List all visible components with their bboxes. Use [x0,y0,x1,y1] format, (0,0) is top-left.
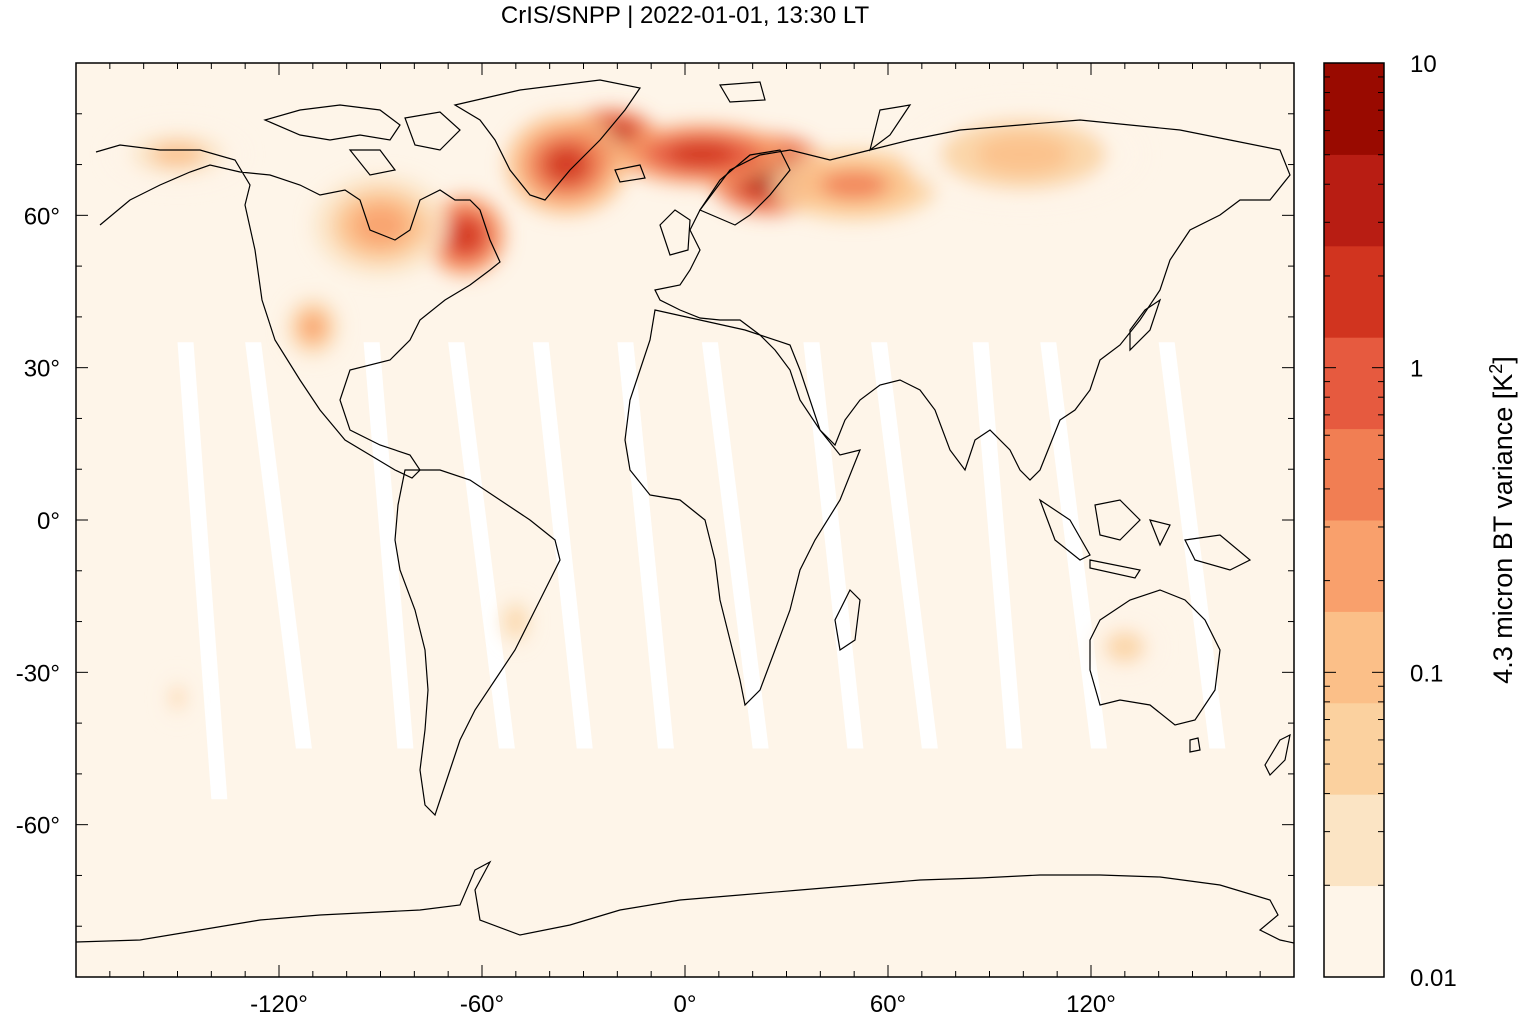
coastline-antarctica [76,860,1294,944]
data-gap-swath [177,342,228,800]
coastline-iceland [614,164,646,183]
anomaly-blob [302,314,324,340]
colorbar-band [1324,794,1384,887]
coastline-scandinavia [699,149,791,226]
map-tick-marks [76,63,1294,977]
y-tick-label: 0° [37,508,60,535]
y-tick-label: 60° [24,203,60,230]
anomaly-layer [109,103,1161,720]
colorbar-tick-label: 0.1 [1410,660,1443,687]
coastline-arctic-islands [263,104,461,176]
y-tick-label: -60° [16,813,60,840]
chart-title: CrIS/SNPP | 2022-01-01, 13:30 LT [500,2,870,29]
map-background [76,63,1294,977]
coastline-new-zealand [1264,733,1291,777]
x-tick-label: -60° [460,991,504,1018]
coastline-japan [1129,298,1162,352]
anomaly-blob [170,685,185,710]
data-gap-swath [701,342,769,749]
data-gap-swath [532,342,593,749]
colorbar-tick-marks [1324,76,1384,978]
coastline-south-america [394,469,561,817]
colorbar [1324,63,1384,978]
anomaly-blob [975,134,1071,175]
map-tick-labels: -120° -60° 0° 60° 120° 60° 30° 0° -30° -60° [16,203,1116,1018]
anomaly-blob [353,205,408,246]
colorbar-band [1324,520,1384,612]
coastline-eurasia [654,119,1291,481]
coastline-australia [1089,589,1221,726]
colorbar-tick-labels: 10 1 0.1 0.01 [1410,51,1457,992]
x-tick-label: 120° [1066,991,1116,1018]
colorbar-band [1324,885,1384,978]
y-tick-label: 30° [24,356,60,383]
coastline-africa [624,309,861,707]
data-gap-swath [803,342,864,749]
coastline-tasmania [1189,737,1201,753]
coastline-british-isles [659,209,691,256]
data-gap-swath [245,342,312,749]
coastlines [76,79,1294,944]
coastline-north-america [95,144,501,479]
colorbar-tick-label: 1 [1410,356,1423,383]
map-plot [76,63,1294,977]
data-gap-swath [448,342,515,749]
anomaly-blob [668,142,736,167]
data-gap-swath [871,342,938,749]
colorbar-band [1324,245,1384,338]
colorbar-frame [1323,62,1385,978]
anomaly-blob [1104,630,1146,664]
colorbar-band [1324,63,1384,155]
x-tick-label: 0° [674,991,697,1018]
colorbar-tick-label: 0.01 [1410,965,1457,992]
coastline-greenland [453,79,642,201]
coastline-madagascar [834,588,861,652]
colorbar-tick-label: 10 [1410,51,1437,78]
x-tick-label: 60° [870,991,906,1018]
anomaly-blob [150,142,205,167]
y-tick-label: -30° [16,660,60,687]
data-gap-swath [972,342,1023,749]
x-tick-label: -120° [250,991,308,1018]
colorbar-band [1324,337,1384,430]
coastline-novaya-zemlya [869,104,912,152]
colorbar-band [1324,702,1384,795]
data-gap-swath [1158,342,1226,749]
colorbar-label: 4.3 micron BT variance [K2] [1486,356,1518,684]
coastline-svalbard [718,81,766,103]
colorbar-band [1324,154,1384,247]
data-gap-swath [363,342,414,749]
colorbar-band [1324,611,1384,704]
anomaly-blob [507,609,524,634]
coastline-se-asia-islands [1038,498,1252,579]
data-gap-swath [617,342,674,749]
colorbar-band [1324,428,1384,521]
anomaly-blob [542,144,591,185]
anomaly-blob [448,219,482,252]
anomaly-blob [820,170,889,200]
